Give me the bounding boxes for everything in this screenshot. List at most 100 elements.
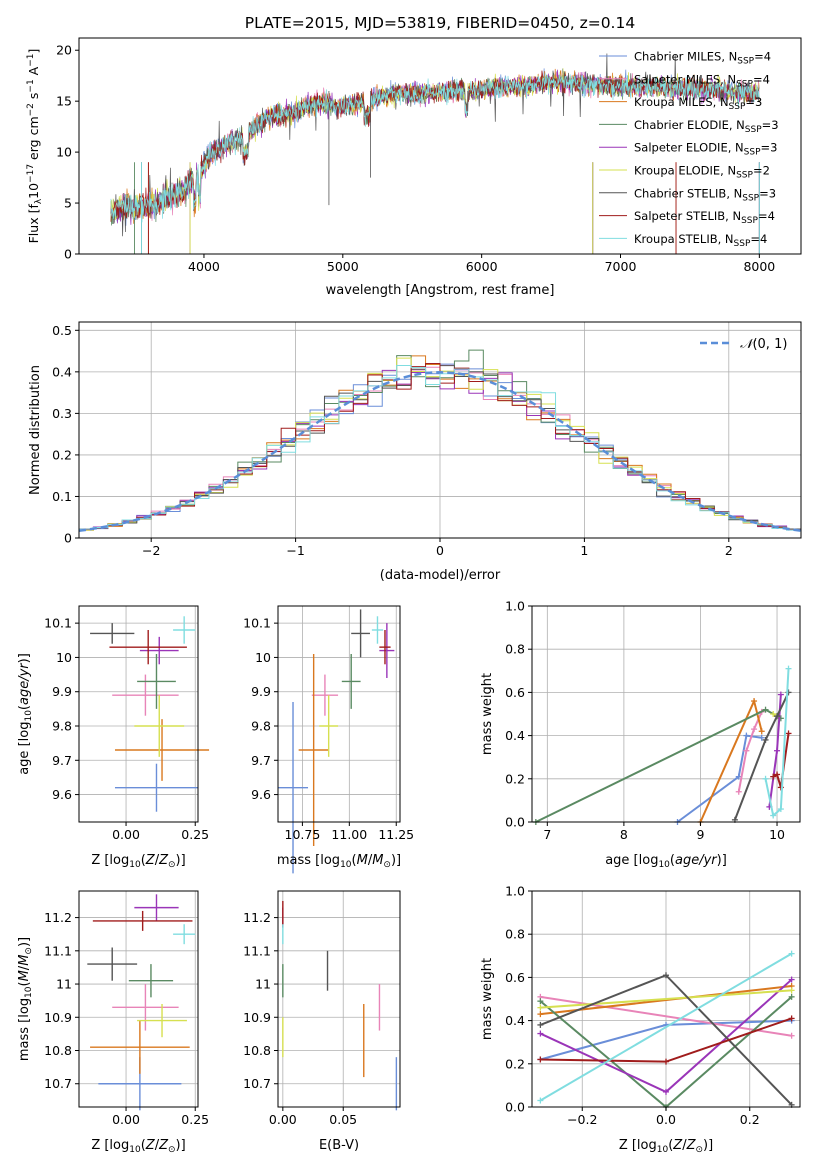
label-part: −1 [26, 79, 36, 92]
label-part: / [155, 1138, 160, 1153]
legend-label: 𝒩(0, 1) [740, 337, 787, 352]
label-part: age [log [605, 853, 658, 868]
label-part: Z [log [91, 853, 129, 868]
label-part: / [682, 1138, 687, 1153]
y-tick-label: 10.9 [243, 1010, 271, 1025]
y-tick-label: 9.9 [52, 684, 72, 699]
legend-label: Chabrier STELIB, NSSP=3 [634, 186, 776, 203]
label-part: ( [141, 853, 146, 868]
legend-label: Salpeter STELIB, NSSP=4 [634, 209, 775, 226]
y-tick-label: 0.4 [505, 728, 525, 743]
label-part: M [17, 970, 32, 981]
y-tick-label: 10 [56, 650, 72, 665]
histogram-step [78, 363, 801, 538]
label-part: )] [391, 853, 401, 868]
y-tick-label: 11 [255, 977, 271, 992]
y-tick-label: 0.8 [505, 927, 525, 942]
y-tick-label: 0.4 [52, 364, 72, 379]
label-part: Kroupa STELIB, N [634, 232, 734, 246]
y-tick-label: 9.7 [52, 753, 72, 768]
label-part: A [26, 66, 41, 79]
label-part: ( [17, 705, 32, 710]
label-part: Z [672, 1138, 683, 1153]
label-part: Flux [f [26, 204, 41, 244]
x-tick-label: 0.2 [740, 1112, 760, 1127]
label-part: M [17, 955, 32, 966]
x-tick-label: 7 [543, 827, 551, 842]
y-tick-label: 0.2 [505, 1056, 525, 1071]
label-part: / [155, 853, 160, 868]
label-part: Salpeter STELIB, N [634, 209, 741, 223]
x-tick-label: 0.0 [656, 1112, 676, 1127]
y-axis-label: mass [log10(M/M⊙)] [17, 937, 34, 1061]
y-tick-label: 9.9 [251, 684, 271, 699]
y-tick-label: 0.2 [505, 771, 525, 786]
label-part: )] [717, 853, 727, 868]
y-tick-label: 0.5 [52, 323, 72, 338]
legend-label: Salpeter MILES, NSSP=4 [634, 72, 770, 89]
label-part: )] [17, 937, 32, 947]
label-part: SSP [736, 171, 753, 181]
label-part: Salpeter MILES, N [634, 72, 736, 86]
label-part: (0, 1) [752, 337, 787, 352]
weight-line [772, 733, 790, 788]
x-axis-label: mass [log10(M/M⊙)] [277, 853, 401, 870]
legend-label: Salpeter ELODIE, NSSP=3 [634, 141, 777, 158]
y-tick-label: 9.6 [251, 787, 271, 802]
mass_vs_ebv-axes: 0.00 0.05 10.7 10.8 10.9 11 11.1 11.2 E(B-V) [243, 890, 401, 1153]
weight-line [737, 711, 763, 792]
y-tick-label: 1.0 [505, 599, 525, 614]
y-tick-label: 10.8 [44, 1043, 72, 1058]
label-part: M [372, 853, 383, 868]
y-tick-label: 9.8 [251, 719, 271, 734]
y-tick-label: 5 [64, 196, 72, 211]
y-tick-label: 0.0 [505, 1100, 525, 1115]
label-part: s [26, 93, 41, 104]
x-tick-label: 8000 [743, 259, 775, 274]
label-part: )] [17, 653, 32, 663]
label-part: / [368, 853, 373, 868]
y-tick-label: 10.1 [44, 616, 72, 631]
mass_vs_Z-plot-area [87, 894, 196, 1111]
y-axis-label: Flux [fλ10−17 erg cm−2 s−1 A−1] [26, 49, 44, 244]
label-part: Z [686, 1138, 697, 1153]
label-part: ] [26, 49, 41, 54]
axes-frame [78, 37, 802, 255]
y-tick-label: 9.6 [52, 787, 72, 802]
label-part: M [357, 853, 368, 868]
label-part: 10 [129, 860, 141, 870]
y-tick-label: 11.2 [243, 910, 271, 925]
label-part: =3 [759, 186, 776, 200]
y-tick-label: 0.2 [52, 447, 72, 462]
y-tick-label: 11 [56, 977, 72, 992]
x-tick-label: 5000 [327, 259, 359, 274]
label-part: ( [17, 981, 32, 986]
label-part: SSP [737, 57, 754, 67]
spectrum-line [110, 73, 760, 223]
label-part: ⊙ [168, 1145, 176, 1155]
weight-line [699, 697, 763, 823]
label-part: Z [log [619, 1138, 657, 1153]
weight_vs_Z-axes: −0.2 0.0 0.20.00.20.40.60.81.0Z [log10(Z/Z… [480, 884, 801, 1155]
y-tick-label: 9.7 [251, 753, 271, 768]
label-part: λ [34, 198, 44, 204]
x-tick-label: −1 [286, 543, 304, 558]
x-tick-label: −0.2 [567, 1112, 597, 1127]
legend-label: Chabrier ELODIE, NSSP=3 [634, 118, 779, 135]
x-axis-label: wavelength [Angstrom, rest frame] [326, 283, 555, 298]
legend-label: Kroupa STELIB, NSSP=4 [634, 232, 767, 249]
y-tick-label: 11.1 [243, 943, 271, 958]
label-part: 10 [24, 986, 34, 998]
figure-title: PLATE=2015, MJD=53819, FIBERID=0450, z=0… [245, 14, 635, 32]
y-tick-label: 11.1 [44, 943, 72, 958]
x-tick-label: 8 [620, 827, 628, 842]
x-tick-label: 11.00 [331, 827, 367, 842]
histogram-step [78, 364, 801, 538]
y-tick-label: 15 [56, 94, 72, 109]
x-tick-label: 1 [580, 543, 588, 558]
y-axis-label: Normed distribution [28, 365, 43, 495]
